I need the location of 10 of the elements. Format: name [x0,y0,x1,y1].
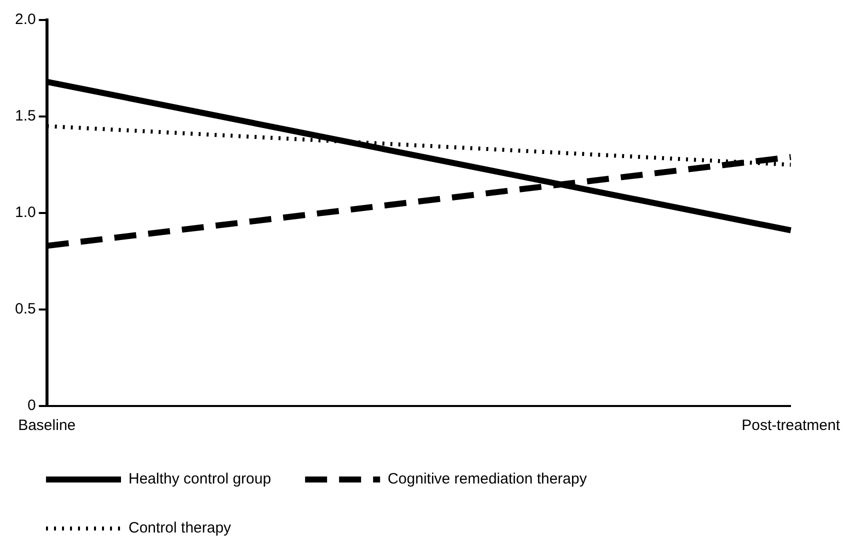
x-tick-label: Post-treatment [742,417,841,434]
y-tick-label: 0 [28,397,36,414]
y-tick-label: 1.5 [14,108,36,125]
legend-label: Healthy control group [128,470,272,488]
y-tick-label: 2.0 [14,11,36,28]
legend-label: Control therapy [128,520,232,537]
x-tick-label: Baseline [18,417,76,434]
y-tick-label: 0.5 [14,300,36,318]
y-tick-label: 1.0 [14,204,36,222]
legend-label: Cognitive remediation therapy [388,470,588,488]
